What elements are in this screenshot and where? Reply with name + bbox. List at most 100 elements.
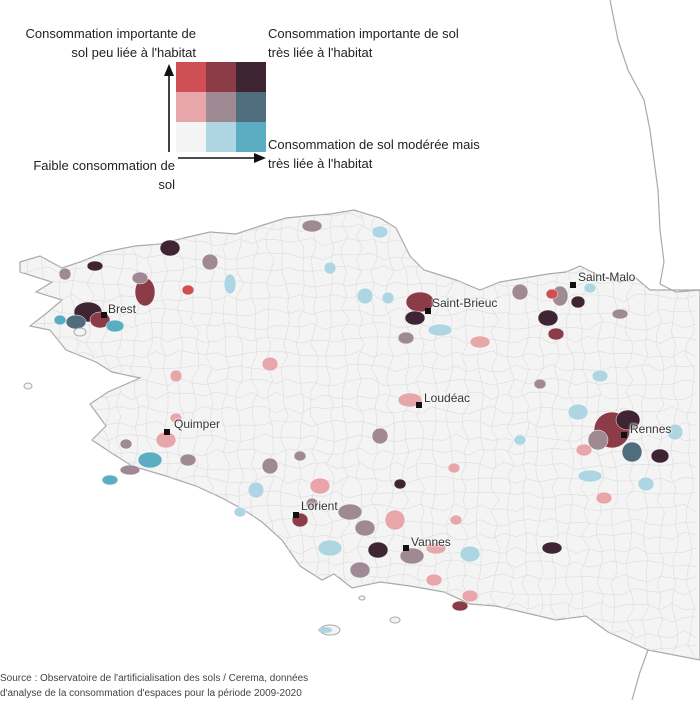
commune-patch xyxy=(650,448,670,464)
commune-patch xyxy=(567,403,589,421)
legend-swatch xyxy=(176,92,206,122)
commune-patch xyxy=(301,219,323,233)
commune-patch xyxy=(181,284,195,296)
commune-patch xyxy=(317,539,343,557)
commune-patch xyxy=(381,291,395,305)
city-marker-quimper xyxy=(164,429,170,435)
legend-label-top-left: Consommation importante de sol peu liée … xyxy=(25,26,196,60)
commune-patch xyxy=(119,438,133,450)
commune-patch xyxy=(201,253,219,271)
legend-arrowhead-right xyxy=(254,153,266,163)
commune-patch xyxy=(591,369,609,383)
commune-patch xyxy=(247,481,265,499)
commune-patch xyxy=(575,443,593,457)
commune-patch xyxy=(397,331,415,345)
commune-patch xyxy=(611,308,629,320)
commune-patches xyxy=(53,219,684,612)
commune-patch xyxy=(349,561,371,579)
source-line-1: Source : Observatoire de l'artificialisa… xyxy=(0,673,309,684)
legend-swatch xyxy=(206,122,236,152)
commune-patch xyxy=(451,600,469,612)
island-patch xyxy=(318,627,332,633)
city-label-lorient: Lorient xyxy=(301,499,338,513)
commune-patch xyxy=(545,288,559,300)
commune-patch xyxy=(621,441,643,463)
commune-patch xyxy=(169,412,183,424)
commune-patch xyxy=(459,545,481,563)
commune-patch xyxy=(577,469,603,483)
city-marker-brest xyxy=(101,312,107,318)
city-marker-rennes xyxy=(621,432,627,438)
commune-patch xyxy=(447,462,461,474)
city-marker-lorient xyxy=(293,512,299,518)
commune-patch xyxy=(356,287,374,305)
source-note: Source : Observatoire de l'artificialisa… xyxy=(0,671,308,701)
city-label-brest: Brest xyxy=(108,302,137,316)
commune-patch xyxy=(131,271,149,285)
commune-patch xyxy=(469,335,491,349)
commune-patch xyxy=(309,477,331,495)
source-line-2: d'analyse de la consommation d'espaces p… xyxy=(0,688,302,699)
island xyxy=(23,382,33,390)
commune-patch xyxy=(384,509,406,531)
commune-patch xyxy=(101,474,119,486)
islands xyxy=(23,327,401,636)
island xyxy=(73,327,87,337)
legend-swatch xyxy=(176,122,206,152)
legend-label-top-right: Consommation importante de sol très liée… xyxy=(268,26,459,60)
legend-swatch xyxy=(206,62,236,92)
commune-patch xyxy=(337,503,363,521)
commune-patch xyxy=(427,323,453,337)
commune-patch xyxy=(137,451,163,469)
commune-patch xyxy=(570,295,586,309)
city-label-saint-malo: Saint-Malo xyxy=(578,270,636,284)
legend-label-bottom-left: Faible consommation de sol xyxy=(33,158,175,192)
commune-patch xyxy=(595,491,613,505)
commune-patch xyxy=(425,573,443,587)
commune-patch xyxy=(371,427,389,445)
commune-patch xyxy=(404,310,426,326)
city-label-saint-brieuc: Saint-Brieuc xyxy=(432,296,498,310)
commune-patch xyxy=(449,514,463,526)
commune-patch xyxy=(371,225,389,239)
commune-patch xyxy=(293,450,307,462)
legend-swatch xyxy=(206,92,236,122)
commune-patch xyxy=(587,429,609,451)
commune-patch xyxy=(223,273,237,295)
legend-bivariate xyxy=(164,62,266,163)
commune-patch xyxy=(367,541,389,559)
commune-patch xyxy=(637,476,655,492)
city-label-loudeac: Loudéac xyxy=(424,391,471,405)
city-label-quimper: Quimper xyxy=(174,417,221,431)
city-marker-vannes xyxy=(403,545,409,551)
legend-swatch xyxy=(236,62,266,92)
city-label-rennes: Rennes xyxy=(630,422,672,436)
commune-patch xyxy=(169,369,183,383)
legend-swatch xyxy=(236,122,266,152)
commune-patch xyxy=(425,541,447,555)
commune-patch xyxy=(533,378,547,390)
commune-patch xyxy=(323,261,337,275)
commune-patch xyxy=(233,506,247,518)
commune-patch xyxy=(261,457,279,475)
commune-patch xyxy=(583,282,597,294)
commune-patch xyxy=(541,541,563,555)
commune-patch xyxy=(58,267,72,281)
legend-arrowhead-up xyxy=(164,64,174,76)
commune-patch xyxy=(305,497,319,511)
commune-patch xyxy=(179,453,197,467)
commune-patch xyxy=(399,547,425,565)
legend-label-bottom-right: Consommation de sol modérée mais très li… xyxy=(268,137,480,171)
commune-patch xyxy=(119,464,141,476)
legend-swatch xyxy=(176,62,206,92)
island xyxy=(389,616,401,624)
commune-patch xyxy=(393,478,407,490)
commune-patch xyxy=(511,283,529,301)
commune-patch xyxy=(513,434,527,446)
normandy-coast xyxy=(609,0,700,293)
commune-patch xyxy=(105,319,125,333)
legend-swatch xyxy=(236,92,266,122)
commune-patch xyxy=(547,327,565,341)
